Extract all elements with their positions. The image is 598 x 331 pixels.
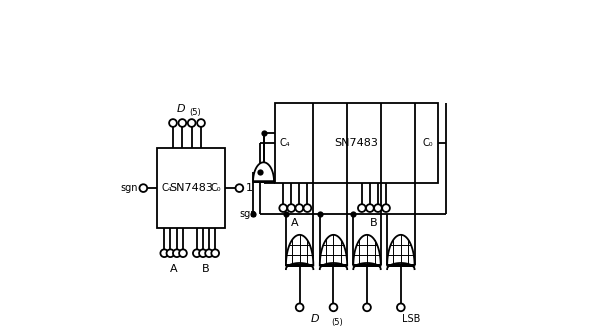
Text: SN7483: SN7483 (169, 183, 213, 193)
Circle shape (166, 249, 174, 257)
Circle shape (169, 119, 177, 127)
Circle shape (236, 184, 243, 192)
Text: D: D (311, 314, 320, 324)
Circle shape (304, 204, 311, 212)
Circle shape (366, 204, 374, 212)
Circle shape (397, 304, 405, 311)
Circle shape (296, 304, 304, 311)
Text: (5): (5) (190, 108, 202, 117)
Circle shape (382, 204, 390, 212)
Text: sgn: sgn (120, 183, 138, 193)
Circle shape (358, 204, 366, 212)
Text: SN7483: SN7483 (334, 138, 378, 148)
Circle shape (205, 249, 213, 257)
Polygon shape (253, 162, 274, 182)
Circle shape (188, 119, 196, 127)
Text: D: D (177, 104, 185, 114)
Text: A: A (291, 218, 299, 228)
Circle shape (295, 204, 303, 212)
Circle shape (178, 119, 186, 127)
Text: (5): (5) (331, 318, 343, 327)
Polygon shape (353, 235, 381, 265)
Text: 1: 1 (246, 183, 253, 193)
Polygon shape (387, 235, 414, 265)
Circle shape (279, 204, 287, 212)
Polygon shape (286, 235, 313, 265)
Circle shape (179, 249, 187, 257)
Text: C₀: C₀ (210, 183, 221, 193)
Bar (157, 148, 225, 228)
Polygon shape (320, 235, 347, 265)
Circle shape (288, 204, 295, 212)
Circle shape (374, 204, 382, 212)
Circle shape (193, 249, 201, 257)
Text: C₄: C₄ (279, 138, 289, 148)
Circle shape (199, 249, 207, 257)
Circle shape (173, 249, 181, 257)
Text: B: B (202, 263, 210, 273)
Circle shape (160, 249, 168, 257)
Text: C₄: C₄ (161, 183, 172, 193)
Text: A: A (170, 263, 178, 273)
Text: B: B (370, 218, 377, 228)
Circle shape (211, 249, 219, 257)
Circle shape (139, 184, 147, 192)
Circle shape (363, 304, 371, 311)
Text: sgn: sgn (239, 209, 257, 219)
Text: LSB: LSB (402, 314, 421, 324)
Circle shape (197, 119, 205, 127)
Circle shape (329, 304, 337, 311)
Text: C₀: C₀ (423, 138, 434, 148)
Bar (275, 103, 438, 183)
